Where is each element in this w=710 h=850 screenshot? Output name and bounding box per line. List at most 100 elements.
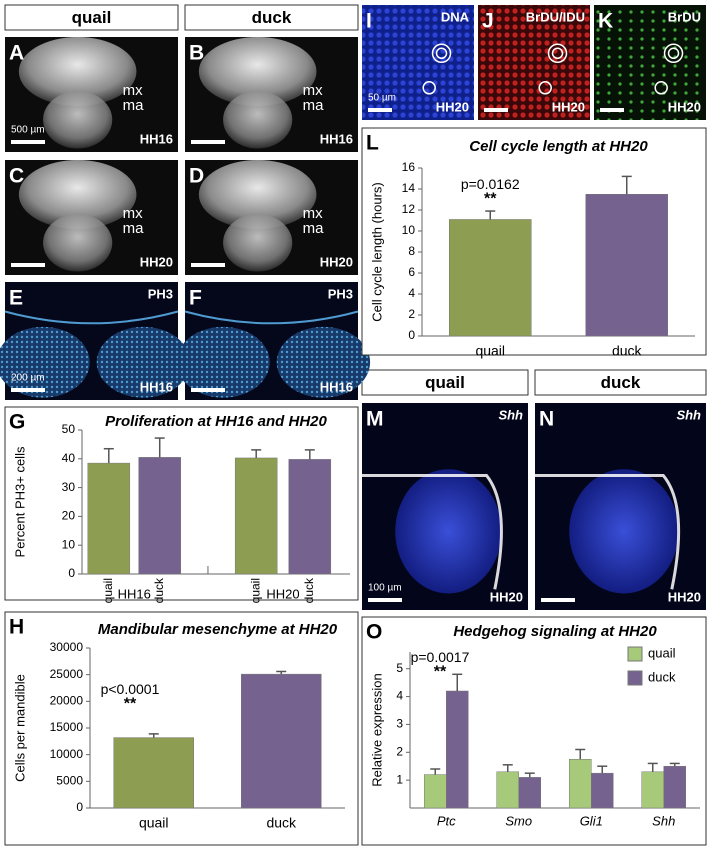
- bar: [518, 777, 541, 809]
- bar: [591, 772, 614, 809]
- y-axis-label: Percent PH3+ cells: [12, 446, 27, 557]
- panel-letter: A: [9, 42, 24, 65]
- bar: [585, 194, 668, 337]
- image-shape: [43, 214, 113, 272]
- image-shape: [18, 37, 137, 106]
- y-tick-label: 1: [396, 772, 403, 786]
- image-shape: [223, 91, 293, 149]
- stage-label: HH20: [668, 589, 701, 604]
- x-tick-label: Smo: [505, 813, 532, 828]
- panel-letter: O: [366, 621, 382, 644]
- scale-bar: [600, 108, 624, 112]
- chart-title: Proliferation at HH16 and HH20: [105, 413, 327, 430]
- region-label: mx: [123, 205, 143, 222]
- legend-swatch: [627, 670, 643, 686]
- image-shape: [569, 469, 679, 594]
- annotation: p<0.0001: [101, 681, 160, 697]
- scale-bar: [11, 263, 45, 267]
- y-tick-label: 14: [402, 181, 416, 195]
- scale-bar: [368, 598, 402, 602]
- scale-bar: [484, 108, 508, 112]
- image-shape: [362, 473, 503, 590]
- marker-ring: [431, 43, 452, 64]
- marker-label: DNA: [441, 9, 470, 24]
- region-label: mx: [303, 82, 323, 99]
- header-box: [534, 369, 707, 396]
- marker-ring: [435, 47, 448, 60]
- group-label: HH16: [118, 586, 151, 601]
- scale-bar: [11, 388, 45, 392]
- panel-letter: G: [9, 411, 25, 434]
- image-shape: [535, 473, 681, 590]
- scale-label: 50 µm: [368, 93, 396, 104]
- image-shape: [4, 310, 179, 325]
- panel-letter: L: [366, 132, 379, 155]
- scale-label: 100 µm: [368, 583, 402, 594]
- bar: [663, 765, 686, 809]
- y-tick-label: 2: [396, 744, 403, 758]
- y-tick-label: 6: [408, 265, 415, 279]
- y-tick-label: 0: [76, 800, 83, 814]
- y-tick-label: 15000: [50, 720, 84, 734]
- chart-title: Mandibular mesenchyme at HH20: [98, 621, 338, 638]
- region-label: ma: [303, 97, 324, 114]
- bar: [288, 459, 332, 575]
- panel-letter: N: [539, 408, 554, 431]
- image-shape: [395, 469, 502, 594]
- region-label: ma: [123, 220, 144, 237]
- region-label: ma: [123, 97, 144, 114]
- x-tick-label: quail: [101, 578, 115, 603]
- legend-label: duck: [648, 669, 676, 684]
- scale-bar: [191, 388, 225, 392]
- panel-letter: K: [598, 10, 613, 33]
- stage-label: HH20: [552, 99, 585, 114]
- annotation: **: [434, 664, 447, 681]
- header-box: [361, 369, 529, 396]
- y-tick-label: 12: [402, 202, 416, 216]
- y-tick-label: 5000: [56, 774, 83, 788]
- scale-bar: [191, 263, 225, 267]
- y-tick-label: 0: [408, 328, 415, 342]
- bar: [449, 219, 532, 337]
- x-tick-label: duck: [302, 577, 316, 603]
- y-tick-label: 30: [62, 480, 76, 494]
- stage-label: HH20: [436, 99, 469, 114]
- image-shape: [198, 37, 317, 106]
- panel-letter: M: [366, 408, 384, 431]
- panel-letter: H: [9, 616, 24, 639]
- panel-letter: E: [9, 287, 23, 310]
- image-shape: [276, 326, 371, 398]
- x-tick-label: duck: [612, 343, 643, 359]
- marker-ring: [654, 81, 668, 95]
- y-tick-label: 4: [408, 286, 415, 300]
- panel-letter: I: [366, 10, 372, 33]
- y-tick-label: 4: [396, 689, 403, 703]
- x-tick-label: duck: [152, 577, 166, 603]
- bar: [569, 759, 592, 809]
- bar: [424, 774, 447, 809]
- y-axis-label: Cells per mandible: [12, 674, 27, 782]
- legend-swatch: [627, 646, 643, 662]
- y-tick-label: 50: [62, 422, 76, 436]
- panel-letter: J: [482, 10, 494, 33]
- y-tick-label: 40: [62, 451, 76, 465]
- legend-label: quail: [648, 645, 676, 660]
- panel-letter: B: [189, 42, 204, 65]
- stage-label: HH20: [668, 99, 701, 114]
- header-box: [184, 4, 359, 31]
- stage-label: HH20: [140, 254, 173, 269]
- y-tick-label: 5: [396, 661, 403, 675]
- bar: [87, 462, 131, 575]
- region-label: ma: [303, 220, 324, 237]
- scale-bar: [191, 140, 225, 144]
- marker-ring: [663, 43, 684, 64]
- annotation: **: [124, 696, 137, 713]
- bar: [138, 457, 181, 575]
- annotation: p=0.0162: [461, 176, 520, 192]
- bar: [446, 690, 469, 809]
- image: [478, 5, 590, 120]
- stage-label: HH16: [320, 131, 353, 146]
- y-tick-label: 16: [402, 160, 416, 174]
- image-shape: [223, 214, 293, 272]
